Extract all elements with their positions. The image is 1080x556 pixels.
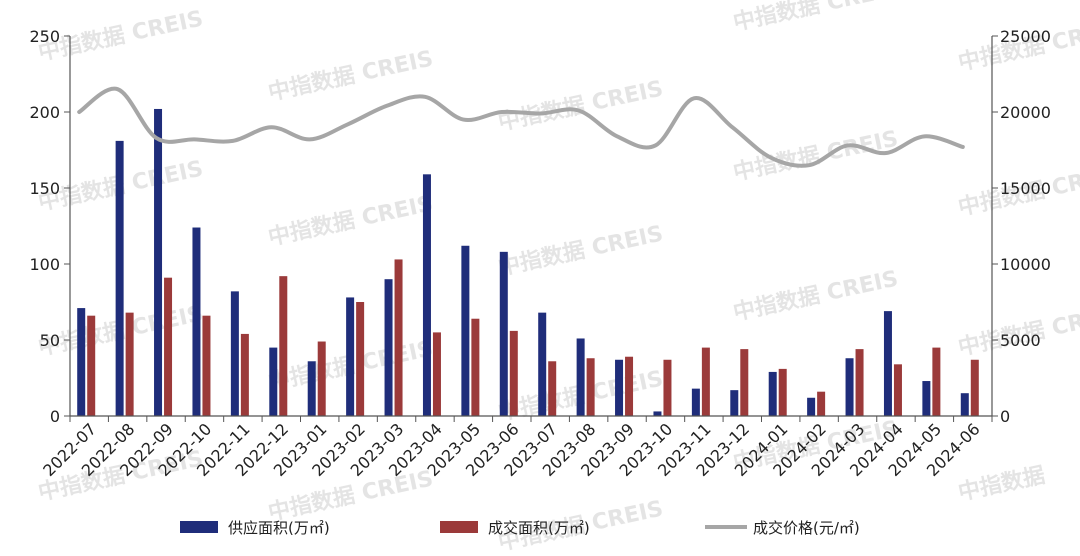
watermark-text: 中指数据 CREIS — [496, 221, 666, 281]
transaction-bar — [625, 356, 634, 416]
supply-bar — [807, 397, 816, 416]
supply-bar — [615, 359, 624, 416]
watermark-text: 中指数据 CREIS — [731, 0, 901, 36]
supply-bar — [192, 227, 201, 416]
transaction-bar — [740, 349, 749, 416]
transaction-bar — [548, 361, 557, 416]
supply-bar — [960, 393, 969, 416]
left-tick-label: 200 — [29, 103, 60, 122]
watermark-text: 中指数据 CREIS — [266, 466, 436, 526]
transaction-bar — [701, 347, 710, 416]
left-tick-label: 150 — [29, 179, 60, 198]
transaction-bar — [240, 333, 249, 416]
left-tick-label: 250 — [29, 27, 60, 46]
supply-bar — [461, 245, 470, 416]
legend-label: 成交价格(元/㎡) — [753, 519, 860, 537]
left-tick-label: 100 — [29, 255, 60, 274]
supply-bar — [922, 381, 931, 416]
transaction-bar — [471, 318, 480, 416]
supply-bar — [422, 174, 431, 416]
watermark-text: 中指数据 CREIS — [496, 76, 666, 136]
right-tick-label: 10000 — [1000, 255, 1051, 274]
supply-bar — [499, 251, 508, 416]
transaction-bar — [893, 364, 902, 416]
legend-swatch — [180, 521, 218, 533]
supply-bar — [538, 312, 547, 416]
supply-bar — [576, 338, 585, 416]
supply-bar — [154, 108, 163, 417]
transaction-bar — [817, 391, 826, 416]
transaction-bar — [317, 341, 326, 416]
price-line — [77, 86, 965, 168]
transaction-bar — [932, 347, 941, 416]
supply-bar — [653, 411, 662, 416]
transaction-bar — [509, 330, 518, 416]
transaction-bar — [432, 332, 441, 416]
right-tick-label: 15000 — [1000, 179, 1051, 198]
supply-bar — [230, 291, 239, 416]
right-tick-label: 5000 — [1000, 331, 1041, 350]
transaction-bar — [125, 312, 134, 416]
supply-bar — [384, 279, 393, 416]
supply-bar — [115, 140, 124, 416]
bar-layer — [77, 108, 979, 417]
legend: 供应面积(万㎡) 成交面积(万㎡) 成交价格(元/㎡) — [180, 519, 860, 537]
transaction-bar — [202, 315, 211, 416]
supply-bar — [883, 311, 892, 416]
supply-bar — [730, 390, 739, 416]
legend-swatch — [440, 521, 478, 533]
transaction-bar — [970, 359, 979, 416]
watermark-text: 中指数据 CREIS — [731, 126, 901, 186]
supply-bar — [768, 371, 777, 416]
transaction-bar — [356, 302, 365, 416]
supply-bar — [307, 361, 316, 416]
supply-bar — [346, 297, 355, 416]
price-line-layer — [77, 86, 965, 168]
transaction-bar — [778, 368, 787, 416]
right-tick-label: 25000 — [1000, 27, 1051, 46]
supply-bar — [845, 358, 854, 416]
transaction-bar — [87, 315, 96, 416]
transaction-bar — [855, 349, 864, 416]
left-tick-label: 50 — [40, 331, 60, 350]
right-tick-label: 0 — [1000, 407, 1010, 426]
transaction-bar — [279, 276, 288, 416]
supply-bar — [691, 388, 700, 416]
watermark-text: 中指数据 CREIS — [266, 191, 436, 251]
transaction-bar — [663, 359, 672, 416]
right-tick-label: 20000 — [1000, 103, 1051, 122]
watermark-text: 中指数据 — [956, 462, 1047, 506]
supply-bar — [269, 347, 278, 416]
legend-label: 供应面积(万㎡) — [228, 519, 330, 537]
transaction-bar — [164, 277, 173, 416]
supply-bar — [77, 308, 86, 416]
transaction-bar — [394, 259, 403, 416]
watermark-text: 中指数据 CREIS — [731, 266, 901, 326]
legend-label: 成交面积(万㎡) — [488, 519, 590, 537]
transaction-bar — [586, 358, 595, 416]
left-tick-label: 0 — [50, 407, 60, 426]
watermark-text: 中指数据 CREIS — [36, 6, 206, 66]
